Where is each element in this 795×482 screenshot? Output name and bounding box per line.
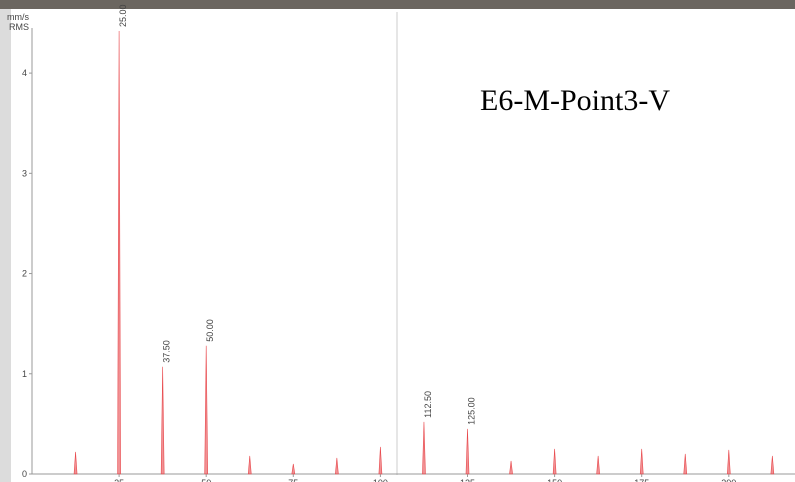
- peak-label: 125.00: [467, 397, 477, 425]
- peak-label: 112.50: [423, 391, 433, 418]
- x-tick-label: 100: [373, 478, 388, 482]
- y-tick-label: 3: [22, 168, 27, 178]
- y-axis-label: RMS: [9, 22, 29, 32]
- chart: mm/s RMS E6-M-Point3-V 0 1 2 3 4 25 50 75 100 125…: [0, 0, 795, 482]
- x-tick-label: 200: [721, 478, 736, 482]
- y-tick-label: 1: [22, 369, 27, 379]
- x-tick-label: 25: [114, 478, 124, 482]
- annotation: E6-M-Point3-V: [480, 84, 670, 117]
- y-tick-label: 2: [22, 269, 27, 279]
- x-tick-label: 175: [634, 478, 649, 482]
- peak-label: 50.00: [205, 319, 215, 342]
- peak-label: 25.00: [118, 4, 128, 27]
- y-tick-label: 4: [22, 68, 27, 78]
- x-tick-label: 75: [288, 478, 298, 482]
- y-tick-label: 0: [22, 469, 27, 479]
- y-axis-label: mm/s: [7, 12, 29, 22]
- x-tick-label: 150: [547, 478, 562, 482]
- x-tick-label: 50: [201, 478, 211, 482]
- peak-label: 37.50: [162, 340, 172, 363]
- left-bar: [0, 9, 11, 482]
- x-tick-label: 125: [460, 478, 475, 482]
